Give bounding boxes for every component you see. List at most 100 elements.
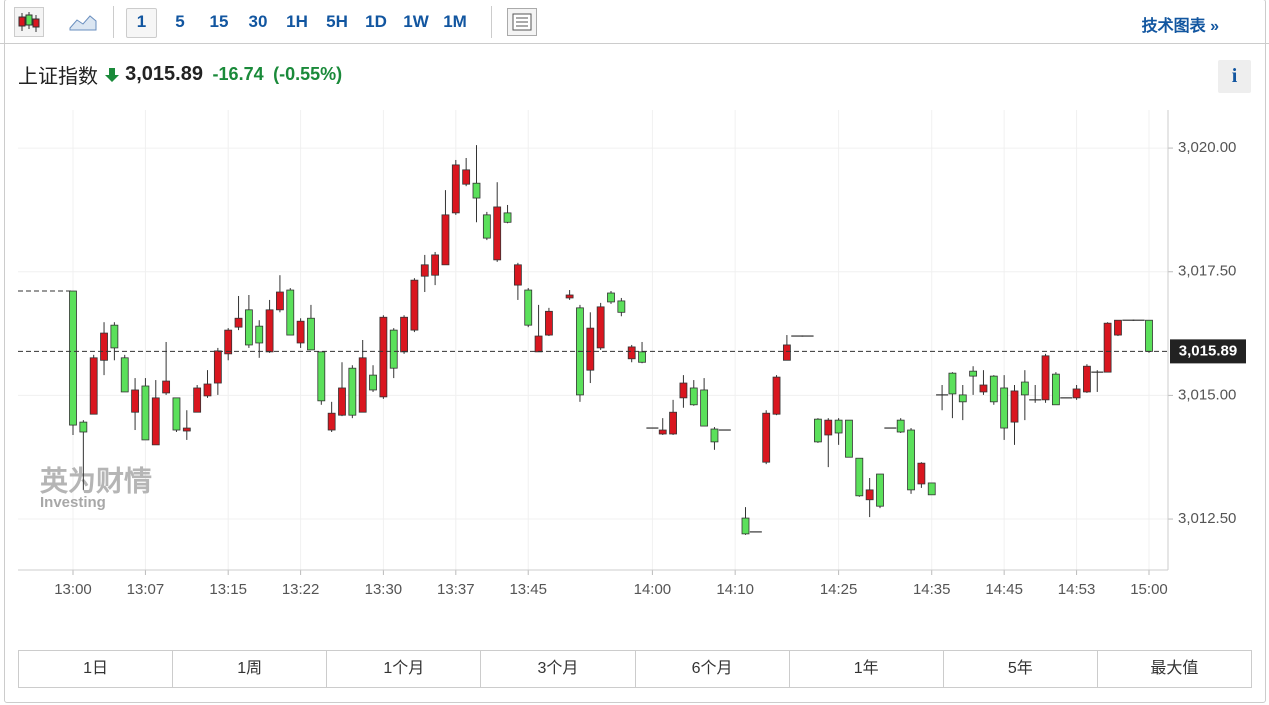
news-icon[interactable]: [507, 8, 537, 36]
candle-body: [958, 394, 967, 403]
candle-body: [586, 327, 595, 371]
candle-body: [979, 384, 988, 393]
candle-body: [1114, 319, 1122, 336]
candle-body: [1020, 381, 1029, 396]
change-percent: (-0.55%): [273, 64, 343, 84]
candle-body: [1051, 373, 1060, 406]
info-button[interactable]: i: [1218, 60, 1251, 93]
candle-body: [1000, 387, 1009, 429]
interval-button[interactable]: 1H: [286, 12, 308, 31]
candle-body: [513, 264, 522, 286]
candle-body: [493, 206, 502, 261]
candle-body: [658, 429, 667, 435]
change: -16.74: [212, 64, 264, 84]
interval-button[interactable]: 1: [126, 8, 157, 38]
x-tick-label: 14:53: [1058, 581, 1096, 598]
candle-body: [327, 412, 336, 431]
x-tick-label: 13:45: [509, 581, 547, 598]
interval-button[interactable]: 5H: [326, 12, 348, 31]
candle-body: [203, 383, 212, 397]
last-price-label: 3,015.89: [1179, 342, 1237, 359]
candle-body: [782, 344, 791, 361]
x-tick-label: 13:15: [209, 581, 247, 598]
interval-button[interactable]: 1M: [443, 12, 467, 31]
range-tab[interactable]: 6个月: [636, 651, 790, 687]
x-tick-label: 13:30: [365, 581, 403, 598]
candle-body: [948, 372, 957, 395]
candle-body: [1145, 319, 1153, 352]
candle-body: [741, 517, 750, 535]
range-tab[interactable]: 1日: [19, 651, 174, 687]
x-tick-label: 13:22: [282, 581, 320, 598]
candle-body: [772, 376, 781, 415]
y-tick-label: 3,012.50: [1178, 510, 1236, 527]
candle-body: [824, 419, 833, 436]
last-price-box: [1170, 339, 1246, 364]
x-tick-label: 14:25: [820, 581, 858, 598]
candle-body: [969, 370, 978, 377]
range-tab[interactable]: 1个月: [327, 651, 482, 687]
candle-body: [451, 164, 460, 214]
candle-body: [79, 421, 88, 433]
candle-body: [700, 389, 709, 427]
candle-body: [317, 351, 326, 402]
candle-body: [182, 427, 191, 432]
technical-chart-link[interactable]: 技术图表 »: [1141, 18, 1219, 35]
range-tabs: 1日 1周 1个月 3个月 6个月 1年 5年 最大值: [18, 650, 1252, 688]
line-icon[interactable]: [68, 10, 98, 34]
candle-body: [472, 182, 481, 199]
candle-body: [534, 335, 543, 353]
candle-body: [762, 412, 771, 463]
range-tab[interactable]: 1年: [790, 651, 944, 687]
candle-body: [296, 320, 305, 344]
candle-body: [379, 316, 388, 398]
index-name: 上证指数: [18, 66, 98, 88]
candle-body: [276, 291, 284, 311]
candle-body: [400, 316, 408, 353]
candle-body: [627, 346, 636, 360]
interval-button[interactable]: 1D: [365, 12, 387, 31]
candle-body: [989, 375, 998, 403]
candle-icon[interactable]: [14, 7, 44, 37]
candle-body: [338, 387, 346, 416]
candle-body: [565, 294, 574, 299]
candle-body: [482, 214, 491, 239]
range-tab[interactable]: 3个月: [481, 651, 636, 687]
watermark-brand: Investing: [40, 494, 106, 511]
candle-body: [162, 380, 171, 394]
candle-body: [524, 289, 533, 326]
interval-button[interactable]: 1W: [403, 12, 429, 31]
candle-body: [141, 385, 150, 441]
candle-body: [1103, 322, 1112, 373]
candle-body: [431, 254, 440, 276]
candle-body: [896, 419, 905, 433]
interval-button[interactable]: 15: [209, 12, 229, 31]
candle-body: [286, 289, 295, 336]
price: 3,015.89: [125, 63, 203, 85]
candle-body: [855, 457, 864, 497]
candle-body: [244, 309, 253, 346]
candle-body: [1010, 390, 1019, 423]
candle-body: [420, 264, 429, 277]
candle-body: [927, 482, 936, 496]
candle-body: [545, 310, 553, 336]
candle-body: [234, 317, 243, 328]
candle-body: [917, 462, 926, 485]
candle-body: [193, 387, 202, 413]
interval-button[interactable]: 30: [248, 12, 268, 31]
interval-button[interactable]: 5: [175, 12, 185, 31]
range-tab[interactable]: 最大值: [1150, 660, 1199, 677]
candle-body: [814, 418, 822, 443]
candle-body: [131, 389, 139, 413]
candle-body: [120, 357, 129, 393]
x-tick-label: 13:00: [54, 581, 92, 598]
candle-body: [834, 419, 843, 434]
candle-body: [907, 429, 915, 491]
range-tab[interactable]: 1周: [173, 651, 328, 687]
quote-header: 上证指数 3,015.89 -16.74 (-0.55%): [18, 60, 342, 90]
candle-body: [1083, 365, 1091, 393]
range-tab[interactable]: 5年: [944, 651, 1098, 687]
candle-body: [172, 397, 181, 431]
candle-body: [503, 212, 512, 223]
